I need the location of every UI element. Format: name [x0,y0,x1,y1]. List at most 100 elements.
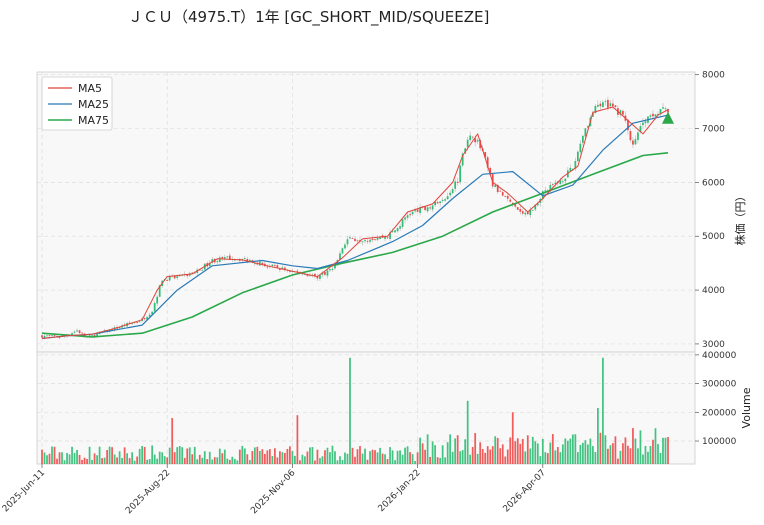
candle-body [609,103,612,107]
volume-bar [66,452,68,464]
volume-bar [526,435,529,464]
volume-bar [496,437,499,464]
volume-bar [289,446,291,464]
candle-body [131,323,134,325]
candle-body [536,203,539,206]
candle-body [479,140,482,149]
candle-body [551,184,554,185]
candle-body [411,211,414,215]
volume-tick-label: 200000 [702,408,737,418]
volume-bar [148,459,151,464]
volume-bar [351,447,354,464]
x-tick-label: 2025-Nov-06 [249,468,297,516]
candle-body [607,99,609,108]
candle-body [208,263,211,266]
volume-bar [516,438,519,464]
volume-bar [344,452,346,464]
volume-bar [426,434,429,464]
volume-bar [381,453,384,464]
price-tick-label: 5000 [702,232,725,242]
volume-bar [536,443,539,464]
volume-bar [576,452,579,464]
volume-bar [534,441,537,464]
candle-body [364,240,366,242]
volume-bar [324,450,326,464]
candle-body [441,199,444,201]
volume-bar [662,437,664,464]
volume-bar [151,445,154,464]
candle-body [81,332,83,334]
volume-bar [581,442,584,464]
candle-body [146,316,149,320]
volume-bar [158,451,161,464]
legend-label-ma75: MA75 [78,114,109,127]
volume-bar [163,456,166,464]
volume-bar [98,446,101,464]
volume-bar [411,454,414,464]
volume-bar [334,451,336,464]
volume-bar [514,441,517,464]
volume-bar [211,459,214,464]
volume-bar [198,454,201,464]
volume-panel [36,351,696,465]
candle-body [301,273,304,275]
candle-body [632,140,634,145]
candle-body [279,269,281,270]
volume-bar [466,400,469,464]
volume-bar [551,434,554,464]
price-panel [36,71,696,353]
volume-bar [256,446,259,464]
candle-body [599,103,602,107]
price-tick-labels: 3000 4000 5000 6000 7000 8000 [695,71,725,350]
volume-tick-labels: 100000 200000 300000 400000 [695,351,737,447]
volume-bar [401,454,404,464]
volume-bar [484,452,487,464]
volume-bar [456,435,459,464]
candle-body [622,110,624,115]
volume-bar [529,448,532,464]
candle-body [223,257,226,259]
candle-body [176,276,179,279]
volume-bar [146,459,149,464]
candle-body [193,272,196,274]
x-tick-label: 2026-Apr-07 [501,468,547,514]
volume-bar [511,412,514,464]
volume-bar [78,454,81,464]
volume-bar [416,452,419,464]
candle-body [228,255,231,260]
volume-bar [599,432,602,464]
volume-bar [81,459,83,464]
volume-bar [286,448,289,464]
volume-bar [88,446,91,464]
candle-body [649,115,652,117]
candle-body [486,157,489,168]
candle-body [504,195,507,197]
candle-body [652,113,654,117]
volume-bar [106,450,108,464]
candle-body [253,263,256,264]
price-tick-label: 3000 [702,340,725,350]
volume-bar [138,448,141,464]
volume-bar [273,448,276,464]
candle-body [324,272,326,275]
candle-body [186,274,189,277]
volume-bar [366,459,369,464]
volume-bar [306,451,309,464]
volume-bar [131,452,134,464]
candle-body [158,285,161,297]
candle-body [43,335,46,338]
candle-body [51,334,53,336]
volume-bar [128,458,131,464]
volume-bar [531,436,534,464]
volume-bar [258,450,261,464]
volume-bar [644,445,647,464]
candle-body [371,238,374,241]
volume-bar [86,458,88,464]
volume-bar [73,452,76,464]
volume-bar [446,442,449,464]
volume-bar [471,446,474,464]
volume-bar [266,450,269,464]
volume-bar [444,457,447,464]
candle-body [434,201,437,206]
volume-bar [233,458,236,464]
